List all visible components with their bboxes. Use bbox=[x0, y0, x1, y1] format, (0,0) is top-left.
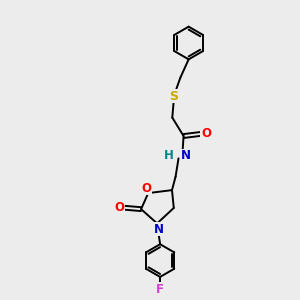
Text: N: N bbox=[181, 149, 190, 162]
Text: N: N bbox=[154, 223, 164, 236]
Text: F: F bbox=[156, 283, 164, 296]
Text: O: O bbox=[115, 201, 125, 214]
Text: O: O bbox=[142, 182, 152, 194]
Text: O: O bbox=[201, 127, 211, 140]
Text: H: H bbox=[164, 149, 173, 162]
Text: S: S bbox=[169, 90, 178, 103]
